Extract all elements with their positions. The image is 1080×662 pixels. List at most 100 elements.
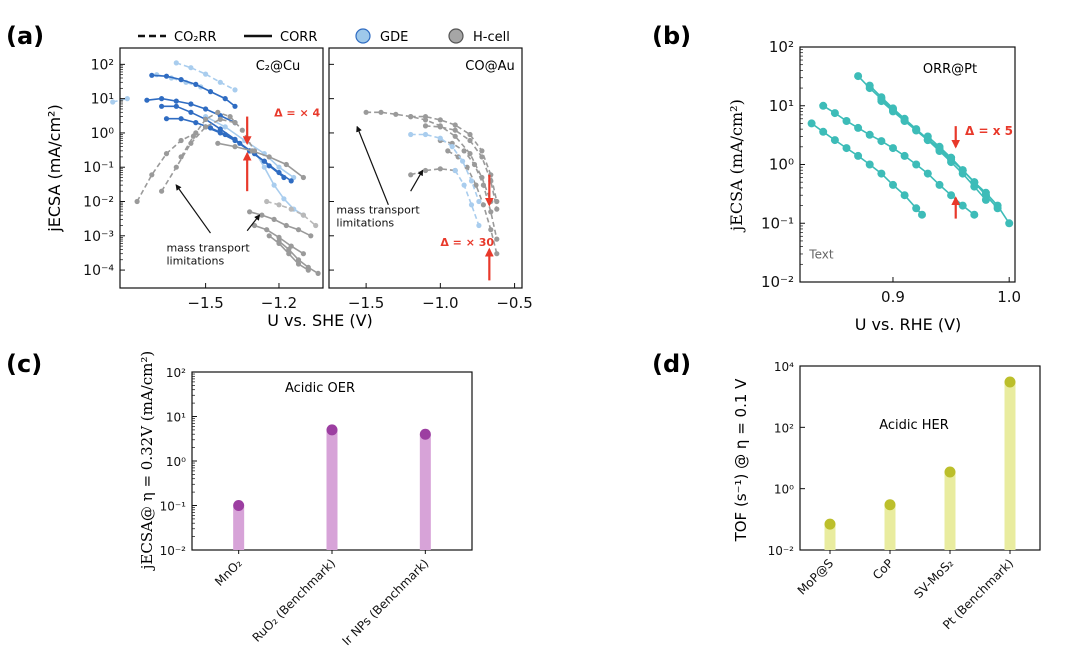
legend-a: CO₂RR CORR GDE H-cell — [138, 28, 510, 45]
a1-series-10-point-4 — [217, 116, 223, 122]
a2-annotation-0-line-1: limitations — [336, 216, 394, 229]
b-series-3-point-2 — [842, 117, 851, 125]
a1-series-0-point-2 — [203, 71, 209, 77]
a1-series-5-point-4 — [207, 89, 214, 95]
a2-series — [363, 109, 500, 257]
a1-series-8-point-1 — [178, 116, 184, 122]
b-series-4-point-2 — [830, 136, 839, 145]
a-ylabel: jECSA (mA/cm²) — [45, 104, 64, 232]
a1-series-0-point-1 — [188, 65, 194, 71]
a1-series-15-point-1 — [264, 227, 270, 233]
d-bar-0 — [824, 524, 836, 550]
b-series-5-point-0 — [923, 132, 932, 141]
c-xtick-label-2: Ir NPs (Benchmark) — [339, 556, 431, 648]
c-bar-0 — [233, 505, 245, 550]
a1-series-3-point-1 — [222, 124, 228, 130]
a2-arrow-3 — [410, 169, 424, 192]
d-bar-marker-1 — [884, 499, 896, 511]
a1-series-17-point-4 — [315, 270, 321, 276]
a2-series-line-2 — [425, 125, 498, 210]
a1-series-5-point-3 — [193, 81, 199, 87]
a1-series-14-point-0 — [247, 209, 253, 215]
a1-ytick-label-0: 10⁻⁴ — [83, 263, 114, 279]
d-ytick-label-3: 10⁴ — [774, 360, 794, 374]
a2-title: CO@Au — [465, 59, 514, 74]
panel-a: CO₂RR CORR GDE H-cell C₂@Cu −1.5 −1.2 10⁻… — [45, 28, 533, 330]
c-bar-2 — [419, 434, 431, 550]
a1-series-18-point-0 — [264, 198, 270, 205]
a1-series-8-point-0 — [163, 116, 170, 122]
b-series-2-point-3 — [912, 126, 921, 135]
a1-series-10-point-1 — [173, 164, 179, 170]
b-series-3-point-6 — [889, 144, 897, 153]
b-series-3-point-13 — [970, 210, 979, 219]
c-bar-1 — [326, 429, 338, 550]
legend-label-co2rr: CO₂RR — [174, 30, 217, 45]
a1-series-11-point-2 — [203, 116, 209, 122]
a1-ytick-label-5: 10¹ — [91, 92, 114, 108]
a1-frame — [119, 47, 324, 289]
d-bar-2 — [944, 471, 956, 550]
a2-series-4-point-6 — [494, 251, 500, 257]
a1-series-13-point-3 — [266, 154, 272, 160]
b-series-4-point-8 — [900, 191, 909, 200]
a2-series-4-point-0 — [445, 148, 451, 154]
d-xtick-label-0: MoP@S — [795, 556, 836, 597]
c-ytick-label-3: 10¹ — [166, 411, 186, 425]
a2-xtick-label-1: −1.0 — [422, 294, 458, 312]
a1-series-5-point-2 — [178, 77, 184, 83]
a1-series-5-point-1 — [163, 73, 170, 79]
a1-series-11-point-3 — [215, 109, 221, 115]
a2-series-4-point-3 — [473, 182, 479, 188]
b-annotations: Δ = x 5 Text — [808, 124, 1013, 262]
a1-series-16-point-3 — [295, 261, 302, 267]
a-xlabel: U vs. SHE (V) — [267, 311, 373, 330]
c-bar-marker-2 — [419, 428, 431, 440]
c-x-ticks: MnO₂ RuO₂ (Benchmark) Ir NPs (Benchmark) — [212, 550, 431, 648]
a1-series-18-point-1 — [276, 202, 282, 208]
a1-series-13-point-4 — [283, 161, 289, 168]
a1-series-6-point-3 — [188, 101, 194, 107]
a2-x-ticks: −1.5 −1.0 −0.5 — [329, 63, 533, 312]
legend-label-corr: CORR — [280, 30, 317, 45]
a1-series-14-point-1 — [259, 212, 265, 218]
a2-series-6-point-6 — [476, 198, 482, 205]
a1-series-8-point-2 — [193, 120, 199, 126]
a2-series-2-point-1 — [437, 124, 443, 130]
b-xtick-label-1: 1.0 — [997, 288, 1021, 306]
a1-series-18-point-4 — [313, 222, 319, 229]
a1-series-4-point-2 — [271, 182, 277, 188]
a1-series-12-point-2 — [163, 151, 170, 157]
a2-series-0-point-1 — [378, 109, 384, 115]
c-bars — [233, 424, 431, 550]
b-series-1-point-11 — [993, 204, 1002, 213]
a1-series-13-point-5 — [300, 174, 306, 181]
panel-c: Acidic OER 10⁻² 10⁻¹ 10⁰ 10¹ 10² MnO₂ RuO₂ (B… — [138, 351, 473, 648]
b-x-ticks: 0.9 1.0 — [881, 277, 1021, 306]
b-series-4-point-1 — [819, 127, 828, 136]
b-series-3-point-5 — [877, 137, 886, 146]
a1-series-9-point-6 — [288, 178, 294, 184]
a1-ytick-label-2: 10⁻² — [83, 195, 114, 211]
a1-series-6-point-4 — [203, 106, 209, 112]
c-y-ticks: 10⁻² 10⁻¹ 10⁰ 10¹ 10² — [160, 366, 197, 558]
d-bars — [824, 376, 1016, 550]
a2-series-line-5 — [410, 167, 456, 176]
a1-title: C₂@Cu — [256, 59, 301, 74]
d-xtick-label-1: CoP — [870, 556, 896, 582]
b-series-4-point-5 — [865, 160, 874, 169]
a2-xtick-label-0: −1.5 — [348, 294, 384, 312]
c-ytick-label-4: 10² — [166, 366, 186, 380]
a1-annotation-1-line-0: mass transport — [166, 241, 250, 254]
a2-series-3-point-2 — [461, 148, 467, 154]
b-ylabel: jECSA (mA/cm²) — [727, 99, 746, 233]
c-ylabel: jECSA@ η = 0.32V (mA/cm²) — [138, 351, 156, 572]
a2-series-0-point-0 — [363, 109, 369, 115]
a2-series-4-point-4 — [480, 202, 486, 208]
c-ytick-label-2: 10⁰ — [166, 455, 186, 469]
a1-series-7-point-4 — [217, 126, 223, 132]
b-series-5-point-1 — [935, 142, 944, 151]
a1-series-9-point-4 — [261, 158, 267, 164]
